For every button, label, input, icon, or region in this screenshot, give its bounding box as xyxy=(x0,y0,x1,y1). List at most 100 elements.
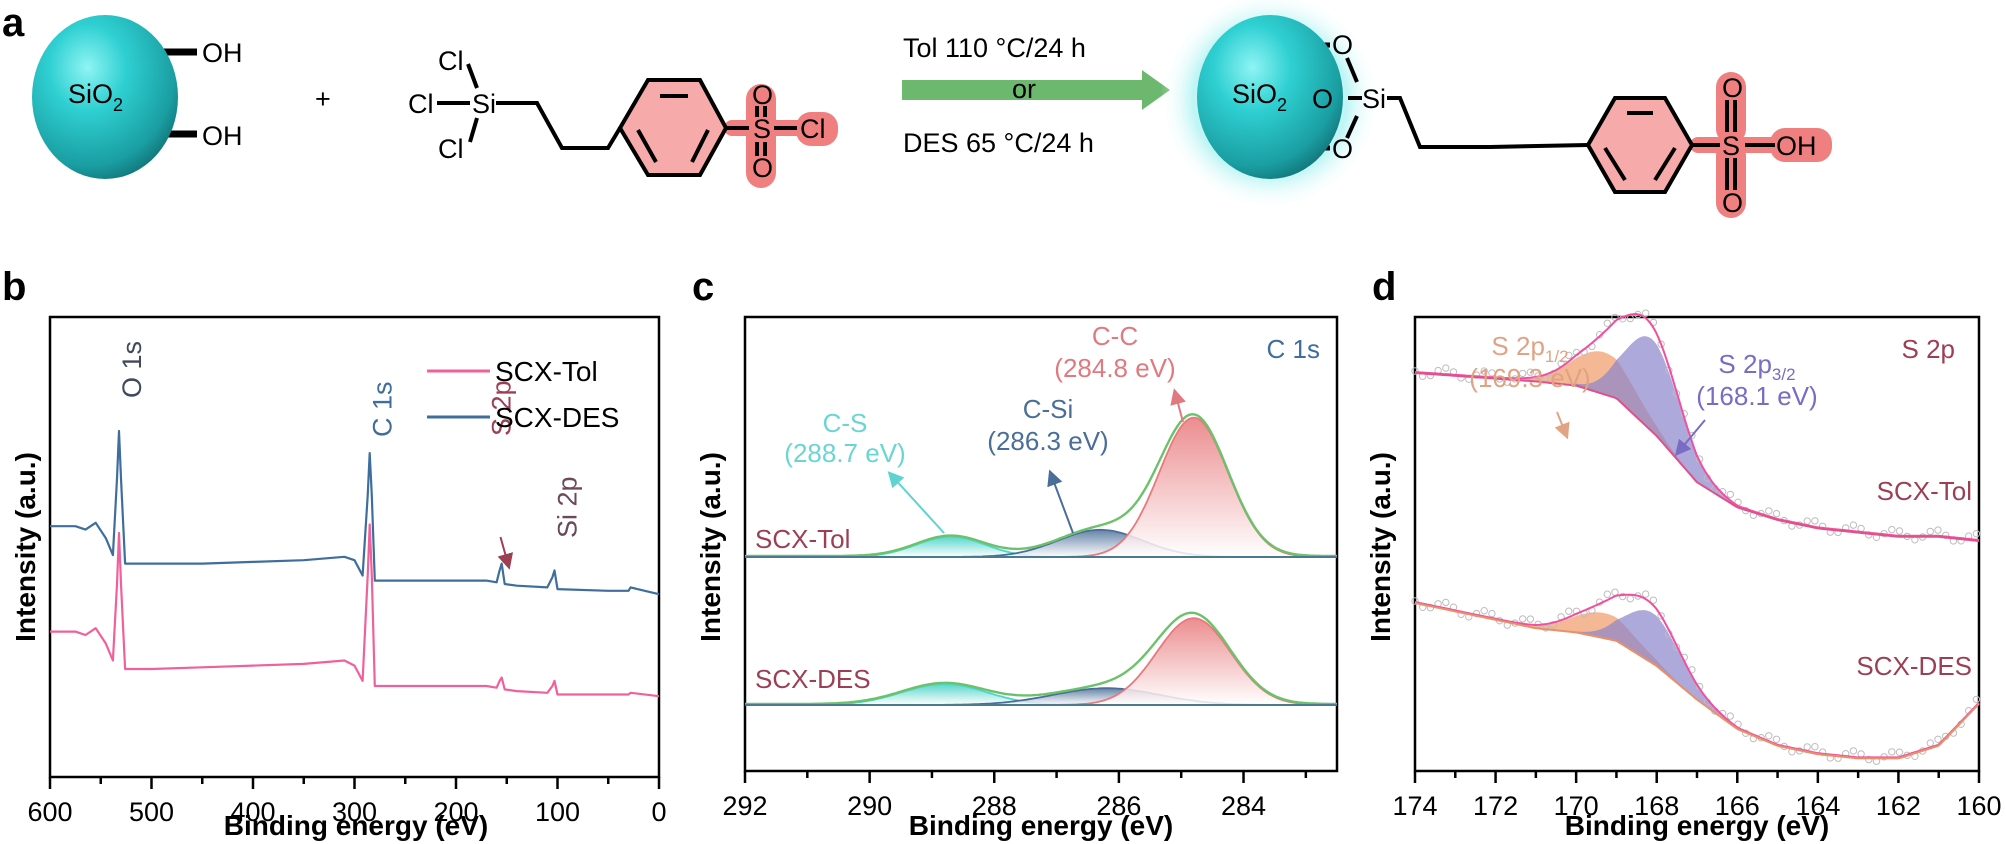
annotation-c-c: C-C (284.8 eV) xyxy=(1054,321,1186,423)
series-b xyxy=(50,429,660,698)
sulfonic-oh-highlight xyxy=(1770,128,1832,162)
raw-data-point xyxy=(1649,596,1658,604)
x-tick-label: 286 xyxy=(1096,791,1141,821)
raw-data-point xyxy=(1411,597,1419,605)
sulfonic-o-top-highlight xyxy=(1716,72,1746,144)
raw-data-point xyxy=(1565,351,1573,360)
atom-s: S xyxy=(753,114,771,144)
raw-data-point xyxy=(1519,369,1527,378)
panel-a-scheme: a SiO2 OH OH + xyxy=(2,0,1832,218)
raw-data-point xyxy=(1926,739,1935,747)
raw-data-point xyxy=(1480,367,1488,375)
peak-label-si-2p: Si 2p xyxy=(552,476,582,538)
sphere-icon xyxy=(32,15,178,179)
silica-sphere-reactant: SiO2 OH OH xyxy=(32,15,243,179)
panel-letter-b: b xyxy=(2,265,26,309)
y-axis-title-d: Intensity (a.u.) xyxy=(1365,452,1396,642)
component-fill-c-si xyxy=(745,529,1337,557)
x-axis-title-d: Binding energy (eV) xyxy=(1565,810,1829,841)
background-line-scx-tol xyxy=(1414,372,1980,542)
x-axis-title-c: Binding energy (eV) xyxy=(909,810,1173,841)
arrow-s2p-half xyxy=(1554,411,1570,440)
atom-cl-left: Cl xyxy=(408,89,434,119)
chart-title-d: S 2p xyxy=(1902,334,1956,364)
raw-data-point xyxy=(1895,527,1904,535)
arrow-icon xyxy=(902,70,1170,110)
series-d xyxy=(1411,309,1981,765)
atom-cl-top: Cl xyxy=(438,46,464,76)
sample-label-d-scx-tol: SCX-Tol xyxy=(1877,476,1972,506)
annotation-s2p-three-half: S 2p3/2 (168.1 eV) xyxy=(1674,349,1818,457)
product-sphere-label: SiO2 xyxy=(1232,79,1287,115)
raw-data-point xyxy=(1480,607,1488,615)
series-c xyxy=(745,412,1338,706)
raw-data-point xyxy=(1765,732,1773,740)
chart-title-c: C 1s xyxy=(1267,334,1320,364)
annotation-c-s-label: C-S xyxy=(823,408,868,438)
sulfonyl-o-bottom-highlight xyxy=(746,118,776,188)
sphere-icon xyxy=(1197,15,1343,179)
atom-cl-bottom: Cl xyxy=(438,134,464,164)
raw-data-point xyxy=(1972,695,1981,704)
raw-data-point xyxy=(1519,615,1527,623)
arrow-s2p-three-half xyxy=(1674,419,1706,457)
peak-label-o-1s: O 1s xyxy=(117,341,147,398)
raw-data-point xyxy=(1603,590,1612,598)
x-tick-label: 168 xyxy=(1634,791,1679,821)
product-functionalized-silica: SiO2 O xyxy=(1160,0,1832,218)
annotation-c-s-value: (288.7 eV) xyxy=(784,438,905,468)
panel-c-c1s-chart: c 292 290 288 286 284 C 1s C-S (288.7 eV) C-… xyxy=(692,265,1339,841)
condition-des: DES 65 °C/24 h xyxy=(903,128,1094,158)
y-axis-title-c: Intensity (a.u.) xyxy=(695,452,726,642)
sulfonyl-cl-highlight xyxy=(796,112,838,146)
x-tick-label: 162 xyxy=(1876,791,1921,821)
raw-data-point xyxy=(1926,527,1935,536)
atom-o-1: O xyxy=(1332,30,1353,60)
legend-label-scx-tol: SCX-Tol xyxy=(495,356,598,387)
raw-data-point xyxy=(1765,507,1773,515)
x-tick-label: 174 xyxy=(1392,791,1437,821)
atom-o-2: O xyxy=(1312,84,1333,114)
raw-data-point xyxy=(1811,743,1819,751)
atom-o-bottom: O xyxy=(752,153,773,183)
x-tick-label: 292 xyxy=(722,791,767,821)
sphere-label: SiO2 xyxy=(68,79,123,115)
sample-label-c-scx-tol: SCX-Tol xyxy=(755,524,850,554)
reaction-arrow: Tol 110 °C/24 h or DES 65 °C/24 h xyxy=(902,33,1170,158)
raw-data-point xyxy=(1857,750,1865,758)
x-ticks-c: 292 290 288 286 284 xyxy=(722,771,1308,821)
raw-data-point xyxy=(1772,735,1781,743)
x-ticks-d: 174 172 170 168 166 164 162 160 xyxy=(1392,771,2002,821)
condition-or: or xyxy=(1012,74,1036,104)
annotation-c-si-value: (286.3 eV) xyxy=(987,426,1108,456)
atom-cl-sulfonyl: Cl xyxy=(800,114,826,144)
x-tick-label: 170 xyxy=(1554,791,1599,821)
x-tick-label: 100 xyxy=(535,797,580,827)
sample-label-c-scx-des: SCX-DES xyxy=(755,664,871,694)
x-tick-label: 160 xyxy=(1956,791,2001,821)
raw-data-point xyxy=(1642,590,1650,598)
series-line-scx-des xyxy=(50,429,660,596)
arrow-c-s xyxy=(887,471,945,534)
annotation-s2p-half: S 2p1/2 (169.3 eV) xyxy=(1469,331,1591,440)
atom-o-top: O xyxy=(752,80,773,110)
raw-data-point xyxy=(1442,364,1450,372)
raw-data-point xyxy=(1411,367,1419,375)
peak-annotations-b: O 1s C 1s S 2p Si 2p xyxy=(117,341,582,570)
component-fill-c-c xyxy=(745,618,1337,705)
raw-data-point xyxy=(1849,747,1858,755)
x-tick-label: 400 xyxy=(230,797,275,827)
raw-data-point xyxy=(1888,525,1896,534)
raw-data-point xyxy=(1888,748,1896,756)
arrow-c-c xyxy=(1170,388,1186,423)
annotation-c-si: C-Si (286.3 eV) xyxy=(987,394,1109,534)
product-bonds xyxy=(1345,57,1775,194)
x-tick-label: 166 xyxy=(1715,791,1760,821)
annotation-s2p-half-value: (169.3 eV) xyxy=(1469,363,1590,393)
background-line-scx-des xyxy=(1414,602,1980,760)
raw-data-point xyxy=(1619,592,1627,601)
envelope-line-scx-des xyxy=(745,611,1337,706)
component-fill-c-c xyxy=(745,417,1337,557)
